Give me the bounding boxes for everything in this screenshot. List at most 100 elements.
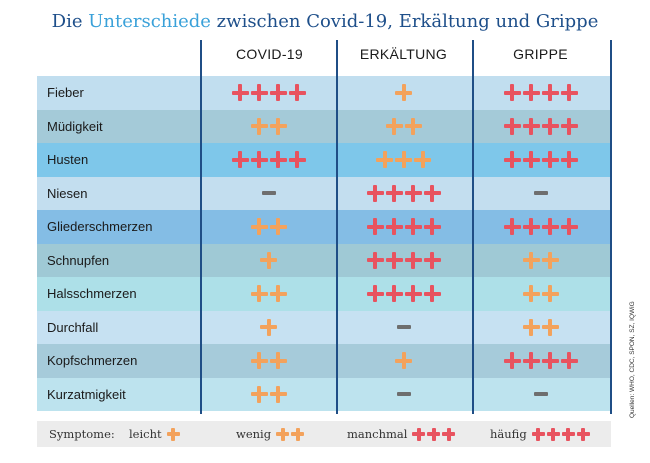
red-plus-icon — [561, 427, 576, 442]
table-row: Kopfschmerzen — [37, 344, 611, 378]
rating-cell — [474, 244, 607, 278]
orange-plus-icon — [394, 83, 413, 102]
red-plus-icon — [423, 251, 442, 270]
legend-item-leicht: leicht — [129, 421, 181, 447]
rating-cell — [337, 210, 470, 244]
red-plus-icon — [404, 284, 423, 303]
orange-plus-icon — [250, 117, 269, 136]
rating-cell — [337, 76, 470, 110]
legend-item-wenig: wenig — [236, 421, 305, 447]
orange-plus-icon — [269, 217, 288, 236]
rating-cell — [474, 344, 607, 378]
orange-plus-icon — [394, 351, 413, 370]
rating-cell — [202, 277, 335, 311]
legend-label: Symptome: — [49, 427, 115, 441]
red-plus-icon — [423, 217, 442, 236]
rating-cell — [474, 311, 607, 345]
red-plus-icon — [231, 150, 250, 169]
column-header-erkaeltung: ERKÄLTUNG — [359, 46, 448, 62]
orange-plus-icon — [250, 217, 269, 236]
red-plus-icon — [576, 427, 591, 442]
column-divider — [472, 40, 474, 414]
legend-text: wenig — [236, 427, 272, 441]
row-label: Schnupfen — [47, 252, 110, 268]
row-label: Durchfall — [47, 319, 99, 335]
dash-icon — [533, 392, 548, 397]
table-row: Husten — [37, 143, 611, 177]
column-header-grippe: GRIPPE — [513, 46, 568, 62]
orange-plus-icon — [541, 251, 560, 270]
legend-text: manchmal — [347, 427, 408, 441]
rating-cell — [202, 378, 335, 412]
orange-plus-icon — [290, 427, 305, 442]
red-plus-icon — [503, 150, 522, 169]
red-plus-icon — [541, 150, 560, 169]
dash-icon — [396, 325, 411, 330]
red-plus-icon — [423, 184, 442, 203]
orange-plus-icon — [269, 351, 288, 370]
row-label: Niesen — [47, 185, 88, 201]
red-plus-icon — [385, 184, 404, 203]
orange-plus-icon — [394, 150, 413, 169]
rating-cell — [202, 244, 335, 278]
title-text-rest: zwischen Covid-19, Erkältung und Grippe — [210, 11, 599, 32]
red-plus-icon — [269, 150, 288, 169]
dash-icon — [396, 392, 411, 397]
row-label: Müdigkeit — [47, 118, 103, 134]
rating-cell — [474, 110, 607, 144]
row-label: Halsschmerzen — [47, 286, 137, 301]
red-plus-icon — [385, 284, 404, 303]
orange-plus-icon — [404, 117, 423, 136]
row-label: Husten — [47, 152, 89, 167]
red-plus-icon — [426, 427, 441, 442]
red-plus-icon — [269, 83, 288, 102]
orange-plus-icon — [275, 427, 290, 442]
red-plus-icon — [288, 150, 307, 169]
rating-cell — [202, 143, 335, 177]
legend-text: leicht — [129, 427, 162, 441]
rating-cell — [474, 277, 607, 311]
rating-cell — [337, 244, 470, 278]
red-plus-icon — [546, 427, 561, 442]
orange-plus-icon — [522, 251, 541, 270]
red-plus-icon — [385, 251, 404, 270]
orange-plus-icon — [541, 318, 560, 337]
red-plus-icon — [531, 427, 546, 442]
red-plus-icon — [385, 217, 404, 236]
red-plus-icon — [503, 351, 522, 370]
red-plus-icon — [250, 150, 269, 169]
orange-plus-icon — [250, 385, 269, 404]
red-plus-icon — [366, 284, 385, 303]
orange-plus-icon — [522, 284, 541, 303]
rating-cell — [474, 378, 607, 412]
rating-cell — [202, 76, 335, 110]
table-row: Fieber — [37, 76, 611, 110]
orange-plus-icon — [522, 318, 541, 337]
red-plus-icon — [522, 351, 541, 370]
orange-plus-icon — [375, 150, 394, 169]
rating-cell — [474, 143, 607, 177]
row-label: Kopfschmerzen — [47, 353, 138, 368]
dash-icon — [533, 191, 548, 196]
dash-icon — [261, 191, 276, 196]
red-plus-icon — [541, 217, 560, 236]
row-label: Gliederschmerzen — [47, 219, 153, 234]
page-title: Die Unterschiede zwischen Covid-19, Erkä… — [0, 11, 650, 32]
rating-cell — [474, 177, 607, 211]
rating-cell — [474, 76, 607, 110]
rating-cell — [337, 311, 470, 345]
red-plus-icon — [541, 117, 560, 136]
red-plus-icon — [560, 117, 579, 136]
column-divider — [200, 40, 202, 414]
red-plus-icon — [404, 251, 423, 270]
table-row: Schnupfen — [37, 243, 611, 278]
red-plus-icon — [423, 284, 442, 303]
red-plus-icon — [288, 83, 307, 102]
rating-cell — [337, 378, 470, 412]
orange-plus-icon — [385, 117, 404, 136]
orange-plus-icon — [259, 251, 278, 270]
red-plus-icon — [522, 217, 541, 236]
rating-cell — [202, 110, 335, 144]
rating-cell — [337, 344, 470, 378]
red-plus-icon — [366, 251, 385, 270]
